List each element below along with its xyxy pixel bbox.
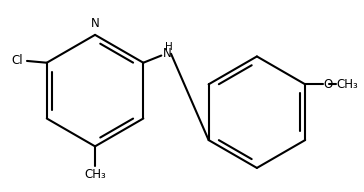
Text: O: O — [324, 78, 333, 91]
Text: N: N — [91, 17, 99, 30]
Text: H: H — [165, 42, 173, 52]
Text: N: N — [163, 47, 172, 60]
Text: Cl: Cl — [12, 55, 23, 67]
Text: CH₃: CH₃ — [84, 168, 106, 181]
Text: CH₃: CH₃ — [337, 78, 359, 91]
